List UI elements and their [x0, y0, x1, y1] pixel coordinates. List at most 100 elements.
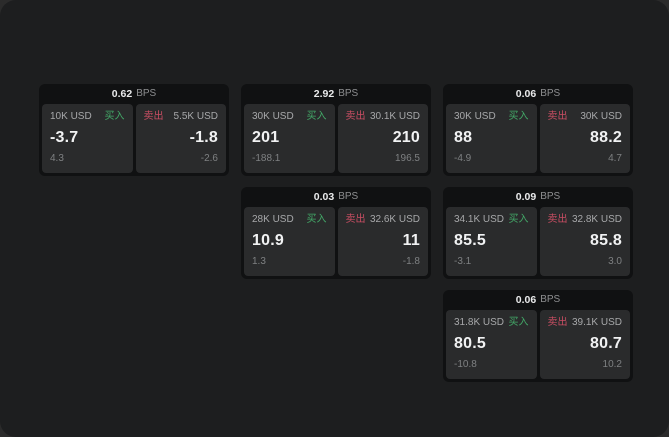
- buy-panel-top: 10K USD 买入: [50, 112, 125, 122]
- sell-price: 80.7: [590, 335, 622, 352]
- buy-panel-top: 34.1K USD 买入: [454, 215, 529, 225]
- card-header: 0.62 BPS: [39, 84, 229, 104]
- buy-panel[interactable]: 30K USD 买入 88 -4.9: [446, 104, 537, 173]
- sell-delta: 4.7: [608, 153, 622, 164]
- buy-panel-top: 28K USD 买入: [252, 215, 327, 225]
- sell-label: 卖出: [143, 111, 164, 122]
- buy-amount: 28K USD: [252, 214, 294, 225]
- buy-delta: -3.1: [454, 256, 472, 267]
- bps-unit-label: BPS: [540, 294, 561, 305]
- sell-panel-top: 卖出 5.5K USD: [144, 112, 219, 122]
- sell-panel[interactable]: 卖出 30.1K USD 210 196.5: [337, 104, 428, 173]
- buy-amount: 10K USD: [50, 111, 92, 122]
- sell-panel[interactable]: 卖出 30K USD 88.2 4.7: [539, 104, 630, 173]
- sell-label: 卖出: [345, 214, 366, 225]
- sell-label: 卖出: [345, 111, 366, 122]
- sell-amount: 30.1K USD: [369, 111, 420, 122]
- sell-panel-top: 卖出 32.8K USD: [548, 215, 623, 225]
- sell-delta: 10.2: [602, 359, 622, 370]
- quote-panels: 30K USD 买入 201 -188.1 卖出 30.1K USD 210 1…: [241, 104, 431, 176]
- sell-delta: 3.0: [608, 256, 622, 267]
- quote-panels: 30K USD 买入 88 -4.9 卖出 30K USD 88.2 4.7: [443, 104, 633, 176]
- buy-amount: 30K USD: [252, 111, 294, 122]
- quote-card[interactable]: 0.09 BPS 34.1K USD 买入 85.5 -3.1 卖出 32.8K…: [443, 187, 633, 279]
- card-header: 0.06 BPS: [443, 84, 633, 104]
- buy-price: 85.5: [454, 232, 486, 249]
- bps-value: 0.62: [111, 87, 133, 100]
- quote-card[interactable]: 0.62 BPS 10K USD 买入 -3.7 4.3 卖出 5.5K USD…: [39, 84, 229, 176]
- quote-panels: 31.8K USD 买入 80.5 -10.8 卖出 39.1K USD 80.…: [443, 310, 633, 382]
- bps-unit-label: BPS: [540, 191, 561, 202]
- buy-panel[interactable]: 10K USD 买入 -3.7 4.3: [42, 104, 133, 173]
- bps-value: 2.92: [313, 87, 335, 100]
- sell-delta: -2.6: [200, 153, 218, 164]
- sell-amount: 39.1K USD: [571, 317, 622, 328]
- buy-delta: 1.3: [252, 256, 266, 267]
- sell-amount: 30K USD: [580, 111, 622, 122]
- buy-label: 买入: [508, 214, 529, 225]
- sell-label: 卖出: [547, 214, 568, 225]
- quote-card[interactable]: 0.06 BPS 31.8K USD 买入 80.5 -10.8 卖出 39.1…: [443, 290, 633, 382]
- sell-amount: 5.5K USD: [173, 111, 218, 122]
- buy-label: 买入: [306, 111, 327, 122]
- sell-panel[interactable]: 卖出 5.5K USD -1.8 -2.6: [135, 104, 226, 173]
- quote-card[interactable]: 2.92 BPS 30K USD 买入 201 -188.1 卖出 30.1K …: [241, 84, 431, 176]
- sell-panel-top: 卖出 30.1K USD: [346, 112, 421, 122]
- card-header: 0.06 BPS: [443, 290, 633, 310]
- sell-panel-top: 卖出 32.6K USD: [346, 215, 421, 225]
- buy-price: 88: [454, 129, 473, 146]
- buy-panel[interactable]: 30K USD 买入 201 -188.1: [244, 104, 335, 173]
- card-header: 0.03 BPS: [241, 187, 431, 207]
- buy-delta: 4.3: [50, 153, 64, 164]
- buy-panel[interactable]: 31.8K USD 买入 80.5 -10.8: [446, 310, 537, 379]
- cards-grid: 0.62 BPS 10K USD 买入 -3.7 4.3 卖出 5.5K USD…: [39, 84, 633, 382]
- sell-price: 210: [392, 129, 420, 146]
- quote-panels: 34.1K USD 买入 85.5 -3.1 卖出 32.8K USD 85.8…: [443, 207, 633, 279]
- buy-panel-top: 31.8K USD 买入: [454, 318, 529, 328]
- buy-amount: 34.1K USD: [454, 214, 505, 225]
- buy-delta: -10.8: [454, 359, 477, 370]
- buy-panel-top: 30K USD 买入: [454, 112, 529, 122]
- sell-panel[interactable]: 卖出 32.6K USD 11 -1.8: [337, 207, 428, 276]
- buy-label: 买入: [508, 317, 529, 328]
- card-header: 2.92 BPS: [241, 84, 431, 104]
- buy-delta: -188.1: [252, 153, 281, 164]
- bps-value: 0.06: [515, 293, 537, 306]
- buy-price: 201: [252, 129, 280, 146]
- sell-label: 卖出: [547, 111, 568, 122]
- sell-delta: 196.5: [394, 153, 420, 164]
- quote-card[interactable]: 0.06 BPS 30K USD 买入 88 -4.9 卖出 30K USD 8…: [443, 84, 633, 176]
- buy-price: 10.9: [252, 232, 284, 249]
- bps-value: 0.03: [313, 190, 335, 203]
- sell-amount: 32.6K USD: [369, 214, 420, 225]
- buy-panel[interactable]: 28K USD 买入 10.9 1.3: [244, 207, 335, 276]
- sell-panel[interactable]: 卖出 32.8K USD 85.8 3.0: [539, 207, 630, 276]
- card-header: 0.09 BPS: [443, 187, 633, 207]
- quote-panels: 28K USD 买入 10.9 1.3 卖出 32.6K USD 11 -1.8: [241, 207, 431, 279]
- buy-delta: -4.9: [454, 153, 472, 164]
- sell-panel-top: 卖出 30K USD: [548, 112, 623, 122]
- quote-panels: 10K USD 买入 -3.7 4.3 卖出 5.5K USD -1.8 -2.…: [39, 104, 229, 176]
- sell-panel[interactable]: 卖出 39.1K USD 80.7 10.2: [539, 310, 630, 379]
- sell-amount: 32.8K USD: [571, 214, 622, 225]
- sell-price: 85.8: [590, 232, 622, 249]
- buy-panel[interactable]: 34.1K USD 买入 85.5 -3.1: [446, 207, 537, 276]
- buy-amount: 31.8K USD: [454, 317, 505, 328]
- bps-unit-label: BPS: [136, 88, 157, 99]
- buy-price: 80.5: [454, 335, 486, 352]
- buy-label: 买入: [306, 214, 327, 225]
- sell-delta: -1.8: [402, 256, 420, 267]
- bps-unit-label: BPS: [338, 191, 359, 202]
- bps-unit-label: BPS: [338, 88, 359, 99]
- sell-price: -1.8: [189, 129, 218, 146]
- buy-amount: 30K USD: [454, 111, 496, 122]
- buy-panel-top: 30K USD 买入: [252, 112, 327, 122]
- quote-card[interactable]: 0.03 BPS 28K USD 买入 10.9 1.3 卖出 32.6K US…: [241, 187, 431, 279]
- sell-price: 88.2: [590, 129, 622, 146]
- buy-label: 买入: [508, 111, 529, 122]
- sell-panel-top: 卖出 39.1K USD: [548, 318, 623, 328]
- sell-price: 11: [402, 232, 420, 249]
- buy-price: -3.7: [50, 129, 79, 146]
- buy-label: 买入: [104, 111, 125, 122]
